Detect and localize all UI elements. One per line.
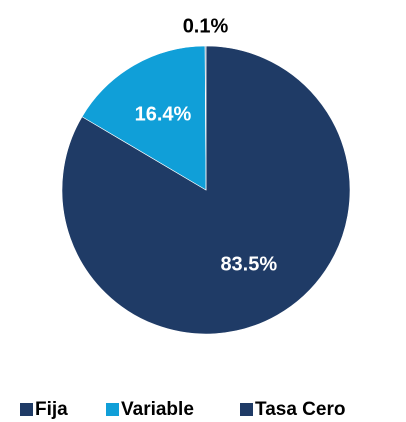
- legend-label: Tasa Cero: [255, 399, 345, 420]
- legend-label: Variable: [121, 399, 194, 420]
- legend-swatch: [20, 403, 33, 416]
- data-label: 16.4%: [135, 103, 192, 125]
- legend-label: Fija: [35, 399, 68, 420]
- legend-swatch: [106, 403, 119, 416]
- legend-swatch: [240, 403, 253, 416]
- pie-slice: [204, 45, 207, 191]
- data-label: 0.1%: [183, 15, 229, 37]
- data-label: 83.5%: [220, 253, 277, 275]
- pie-slice: [81, 45, 207, 191]
